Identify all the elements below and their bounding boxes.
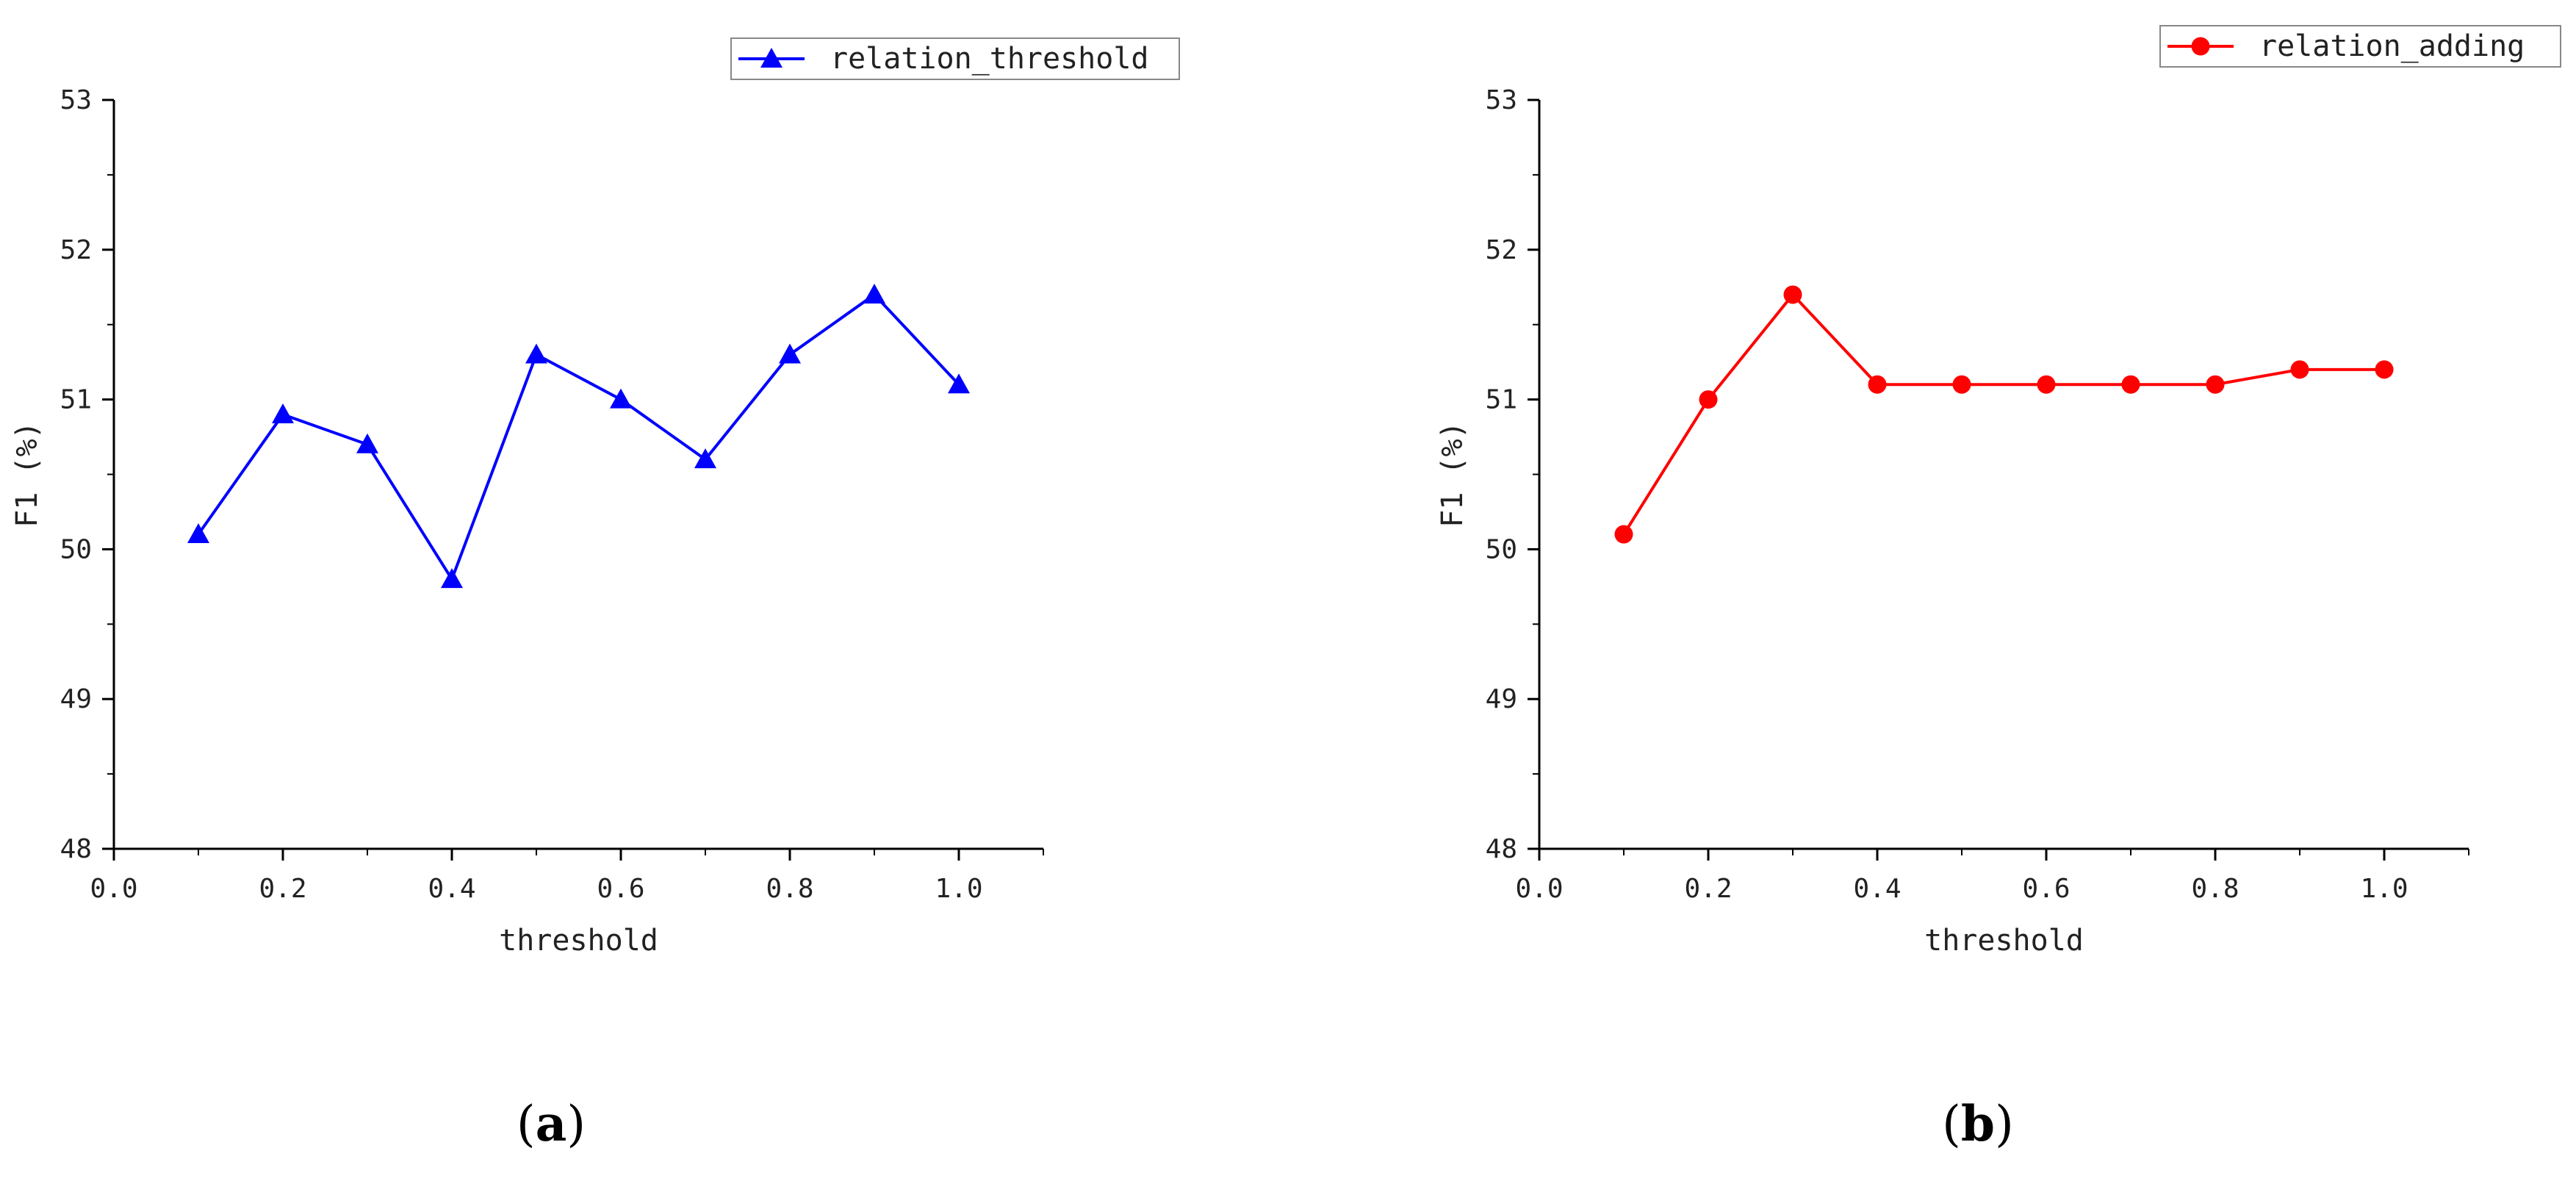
data-point-circle — [1952, 375, 1971, 394]
x-tick-label: 0.4 — [1853, 874, 1901, 904]
legend-box — [730, 37, 1180, 80]
x-tick-label: 0.2 — [259, 874, 306, 904]
legend-marker-circle — [2191, 37, 2210, 56]
y-tick-label: 53 — [1486, 85, 1517, 115]
panel-label: (b) — [1942, 1095, 2014, 1152]
y-tick-label: 49 — [1486, 684, 1517, 714]
y-tick-label: 50 — [60, 534, 92, 564]
x-tick-label: 1.0 — [2360, 874, 2408, 904]
series-line-relation_threshold — [197, 292, 960, 583]
y-tick-label: 48 — [60, 834, 92, 864]
x-tick-label: 0.4 — [428, 874, 475, 904]
data-point-circle — [1699, 390, 1718, 409]
legend-label: relation_adding — [2259, 29, 2525, 63]
panel-label: (a) — [517, 1095, 586, 1152]
x-tick-label: 0.2 — [1684, 874, 1732, 904]
x-axis-title: threshold — [1924, 924, 2084, 958]
data-point-triangle — [525, 343, 547, 364]
x-tick-label: 0.8 — [766, 874, 813, 904]
data-point-triangle — [187, 523, 209, 544]
x-axis-title: threshold — [499, 924, 658, 958]
data-point-circle — [1614, 525, 1633, 544]
data-point-triangle — [694, 448, 716, 469]
y-axis-title: F1 (%) — [1436, 421, 1469, 528]
data-point-triangle — [948, 373, 970, 394]
x-tick-label: 0.6 — [2022, 874, 2070, 904]
chart-panel-a: 48 49 50 51 52 53 0.0 0.2 0.4 0.6 0.8 1.0 threshold F… — [10, 37, 1180, 1152]
y-tick-label: 49 — [60, 684, 92, 714]
panel-label-close: ) — [566, 1096, 586, 1152]
y-tick-label: 53 — [60, 85, 92, 115]
y-tick-label: 50 — [1486, 534, 1517, 564]
panel-label-open: ( — [1942, 1096, 1961, 1152]
data-point-triangle — [356, 433, 378, 453]
data-point-circle — [2037, 375, 2056, 394]
x-tick-label: 0.8 — [2191, 874, 2239, 904]
panel-label-open: ( — [517, 1096, 536, 1152]
series-line-relation_adding — [1622, 292, 2384, 536]
data-point-circle — [2375, 360, 2394, 379]
legend-marker-triangle — [760, 48, 782, 68]
data-point-circle — [1783, 285, 1802, 304]
data-point-triangle — [272, 403, 294, 423]
data-point-circle — [2121, 375, 2140, 394]
chart-panel-b: 48 49 50 51 52 53 0.0 0.2 0.4 0.6 0.8 1.0 threshold F… — [1436, 25, 2561, 1152]
x-tick-label: 0.0 — [1515, 874, 1563, 904]
data-point-triangle — [610, 388, 632, 409]
data-point-triangle — [779, 343, 801, 364]
y-tick-label: 52 — [1486, 235, 1517, 265]
y-tick-label: 48 — [1486, 834, 1517, 864]
data-point-circle — [1868, 375, 1887, 394]
data-point-circle — [2206, 375, 2225, 394]
panel-label-letter: b — [1961, 1095, 1995, 1152]
y-tick-label: 51 — [1486, 385, 1517, 415]
legend-label: relation_threshold — [830, 42, 1148, 76]
x-tick-label: 0.0 — [90, 874, 137, 904]
data-point-circle — [2290, 360, 2309, 379]
x-tick-label: 1.0 — [935, 874, 982, 904]
data-point-triangle — [863, 283, 885, 304]
y-tick-label: 52 — [60, 235, 92, 265]
y-tick-label: 51 — [60, 385, 92, 415]
panel-label-close: ) — [1995, 1096, 2014, 1152]
y-axis-title: F1 (%) — [10, 421, 44, 528]
panel-label-letter: a — [536, 1095, 567, 1152]
data-point-triangle — [441, 568, 463, 589]
x-tick-label: 0.6 — [597, 874, 644, 904]
